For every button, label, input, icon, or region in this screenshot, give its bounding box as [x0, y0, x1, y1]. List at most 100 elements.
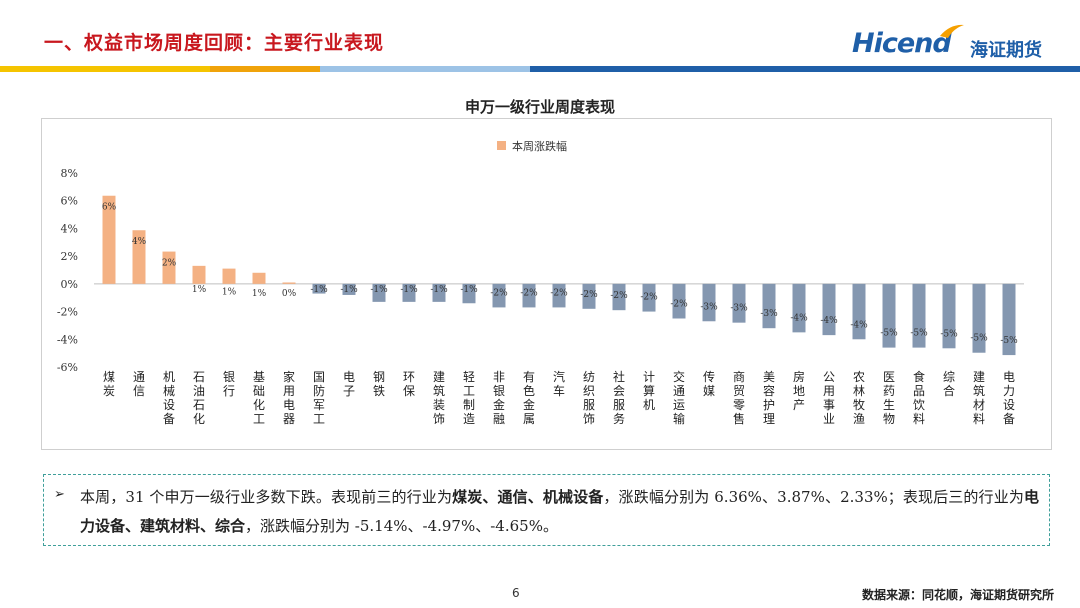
header-stripe-orange — [210, 66, 320, 72]
logo-text: Hicend — [852, 28, 952, 59]
x-tick-char: 计 — [643, 370, 655, 384]
x-tick-label: 交通运输 — [673, 369, 685, 426]
x-tick-char: 纺 — [583, 370, 595, 384]
x-tick-char: 渔 — [853, 412, 865, 426]
data-label: -1% — [400, 285, 418, 295]
x-tick-char: 运 — [673, 398, 685, 412]
data-label: -3% — [700, 302, 718, 312]
x-tick-char: 牧 — [853, 398, 865, 412]
summary-segment: ，涨跌幅分别为 -5.14%、-4.97%、-4.65%。 — [245, 517, 558, 535]
x-tick-label: 家用电器 — [283, 369, 295, 426]
x-tick-label: 社会服务 — [613, 369, 625, 426]
x-tick-char: 铁 — [373, 384, 385, 398]
x-tick-char: 车 — [553, 383, 565, 398]
x-tick-char: 金 — [523, 397, 535, 412]
x-tick-char: 备 — [1003, 412, 1015, 426]
x-tick-char: 有 — [523, 370, 535, 384]
x-tick-label: 非银金融 — [493, 370, 505, 426]
x-tick-char: 机 — [163, 370, 175, 384]
x-tick-char: 食 — [913, 369, 925, 384]
x-tick-char: 会 — [613, 384, 625, 398]
data-label: -1% — [370, 285, 388, 295]
summary-segment: ，涨跌幅分别为 6.36%、3.87%、2.33%；表现后三的行业为 — [603, 488, 1024, 506]
x-tick-label: 基础化工 — [253, 370, 265, 426]
x-tick-char: 交 — [673, 369, 685, 384]
bar — [222, 268, 236, 284]
x-tick-char: 基 — [253, 370, 265, 384]
x-tick-char: 合 — [943, 383, 955, 398]
bar — [102, 195, 116, 284]
x-tick-char: 军 — [313, 398, 325, 412]
x-tick-char: 事 — [823, 398, 835, 412]
bar — [1002, 283, 1016, 356]
x-tick-char: 制 — [463, 398, 475, 412]
legend-swatch — [497, 141, 506, 150]
x-tick-char: 料 — [913, 412, 925, 426]
x-tick-label: 食品饮料 — [913, 369, 925, 426]
x-tick-char: 用 — [823, 384, 835, 398]
x-tick-char: 工 — [313, 412, 325, 426]
x-tick-char: 设 — [1003, 398, 1015, 412]
x-tick-label: 房地产 — [793, 369, 805, 412]
data-label: -2% — [520, 288, 538, 298]
data-label: -5% — [880, 329, 898, 339]
x-tick-char: 装 — [433, 398, 445, 412]
x-tick-char: 石 — [193, 370, 205, 384]
data-label: -2% — [640, 293, 658, 303]
x-tick-char: 地 — [793, 384, 805, 398]
x-tick-char: 保 — [403, 384, 415, 398]
x-tick-char: 商 — [733, 369, 745, 384]
x-tick-char: 汽 — [553, 369, 565, 384]
x-tick-char: 础 — [253, 384, 265, 398]
y-tick-label: -4% — [57, 333, 78, 346]
x-tick-label: 传媒 — [703, 369, 715, 398]
x-tick-char: 织 — [583, 384, 595, 398]
y-tick-label: 4% — [61, 222, 78, 235]
logo-swoosh-icon — [940, 24, 964, 38]
x-tick-label: 国防军工 — [313, 370, 325, 426]
x-tick-char: 护 — [763, 398, 775, 412]
x-tick-label: 汽车 — [553, 369, 565, 398]
x-tick-char: 建 — [973, 370, 985, 384]
summary-segment: 本周，31 个申万一级行业多数下跌。表现前三的行业为 — [80, 488, 453, 506]
x-tick-char: 生 — [883, 398, 895, 412]
x-tick-label: 电力设备 — [1003, 370, 1015, 426]
x-tick-char: 煤 — [103, 370, 115, 384]
legend-label: 本周涨跌幅 — [512, 139, 567, 153]
x-tick-char: 非 — [493, 370, 505, 384]
bar — [882, 283, 896, 348]
bar — [732, 283, 746, 323]
bar — [552, 283, 566, 308]
x-tick-char: 轻 — [463, 370, 475, 384]
y-tick-label: -6% — [57, 361, 78, 374]
data-label: 1% — [252, 289, 267, 299]
brand-logo: Hicend 海证期货 — [852, 22, 1062, 64]
header-stripe-yellow — [0, 66, 320, 72]
x-tick-char: 算 — [643, 383, 655, 398]
page-title: 一、权益市场周度回顾：主要行业表现 — [44, 32, 385, 54]
x-tick-char: 化 — [253, 398, 265, 412]
bar — [372, 283, 386, 302]
x-tick-char: 容 — [763, 383, 775, 398]
x-tick-char: 工 — [253, 412, 265, 426]
x-tick-char: 综 — [943, 370, 955, 384]
x-tick-char: 银 — [223, 370, 235, 384]
summary-highlight: 电力设备、建筑材料、综合 — [80, 488, 1039, 535]
x-tick-label: 煤炭 — [103, 370, 115, 398]
x-tick-label: 综合 — [943, 370, 955, 398]
data-label: -5% — [910, 329, 928, 339]
x-tick-char: 材 — [973, 398, 985, 412]
x-tick-char: 用 — [283, 384, 295, 398]
x-tick-label: 环保 — [403, 370, 415, 398]
x-tick-label: 农林牧渔 — [853, 370, 865, 426]
x-tick-char: 筑 — [433, 383, 445, 398]
x-tick-char: 电 — [343, 370, 355, 384]
x-tick-label: 建筑材料 — [973, 370, 985, 426]
y-tick-label: 2% — [61, 250, 78, 263]
x-tick-char: 信 — [133, 384, 145, 398]
x-tick-char: 钢 — [373, 370, 385, 384]
data-label: 1% — [222, 288, 237, 298]
data-label: -4% — [790, 313, 808, 323]
data-label: -4% — [820, 316, 838, 326]
x-tick-char: 品 — [913, 384, 925, 398]
